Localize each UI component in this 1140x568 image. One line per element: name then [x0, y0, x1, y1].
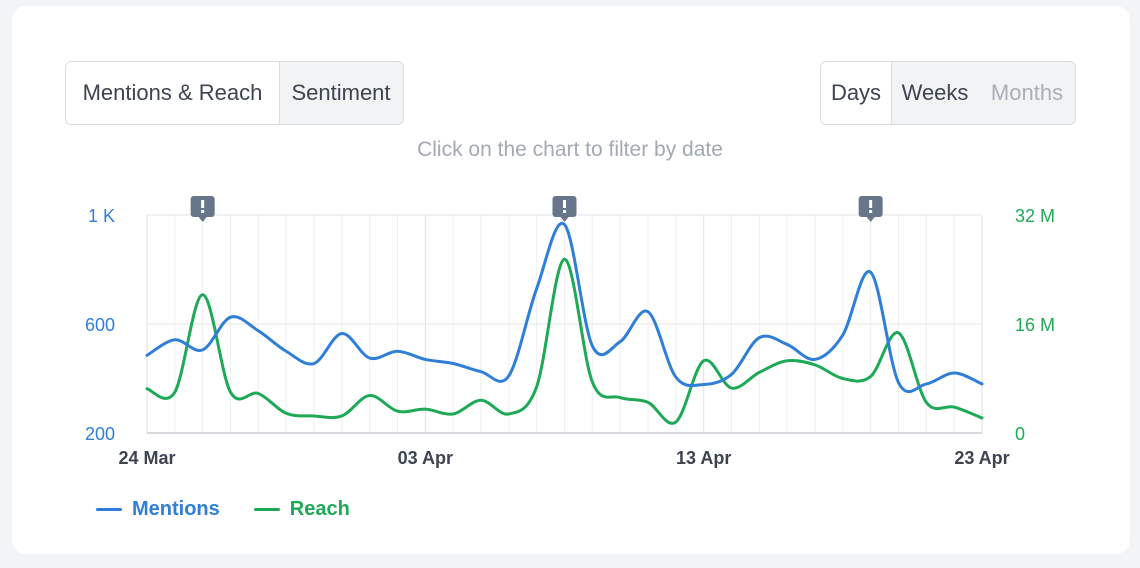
- x-tick-label: 03 Apr: [398, 448, 453, 468]
- filter-hint: Click on the chart to filter by date: [417, 138, 723, 161]
- y-left-tick-label: 600: [85, 315, 115, 335]
- x-tick-label: 23 Apr: [954, 448, 1009, 468]
- mentions-swatch: [96, 508, 122, 511]
- y-left-tick-label: 1 K: [88, 206, 115, 226]
- tab-months: Months: [990, 80, 1064, 105]
- legend: Mentions Reach: [96, 498, 350, 521]
- series-line-mentions: [145, 221, 984, 394]
- y-right-tick-label: 16 M: [1015, 315, 1055, 335]
- reach-swatch: [253, 508, 280, 511]
- tab-sentiment[interactable]: Sentiment: [291, 80, 391, 105]
- period-tabs: Days Weeks Months: [820, 61, 1076, 125]
- x-tick-label: 13 Apr: [676, 448, 731, 468]
- legend-label-mentions: Mentions: [132, 498, 220, 520]
- y-right-tick-label: 32 M: [1015, 206, 1055, 226]
- series-line-reach: [145, 257, 984, 425]
- tab-weeks[interactable]: Weeks: [901, 80, 969, 105]
- tab-mentions-reach[interactable]: Mentions & Reach: [66, 62, 279, 124]
- y-left-tick-label: 200: [85, 424, 115, 444]
- annotation-marker-icon[interactable]: [858, 196, 883, 222]
- view-tabs: Mentions & Reach Sentiment: [65, 61, 404, 125]
- annotation-marker-icon[interactable]: [552, 196, 577, 222]
- legend-item-reach[interactable]: Reach: [253, 498, 350, 521]
- x-tick-label: 24 Mar: [118, 448, 175, 468]
- annotation-marker-icon[interactable]: [190, 196, 215, 222]
- tab-days[interactable]: Days: [821, 62, 891, 124]
- legend-item-mentions[interactable]: Mentions: [96, 498, 220, 521]
- y-right-tick-label: 0: [1015, 424, 1025, 444]
- legend-label-reach: Reach: [289, 498, 350, 520]
